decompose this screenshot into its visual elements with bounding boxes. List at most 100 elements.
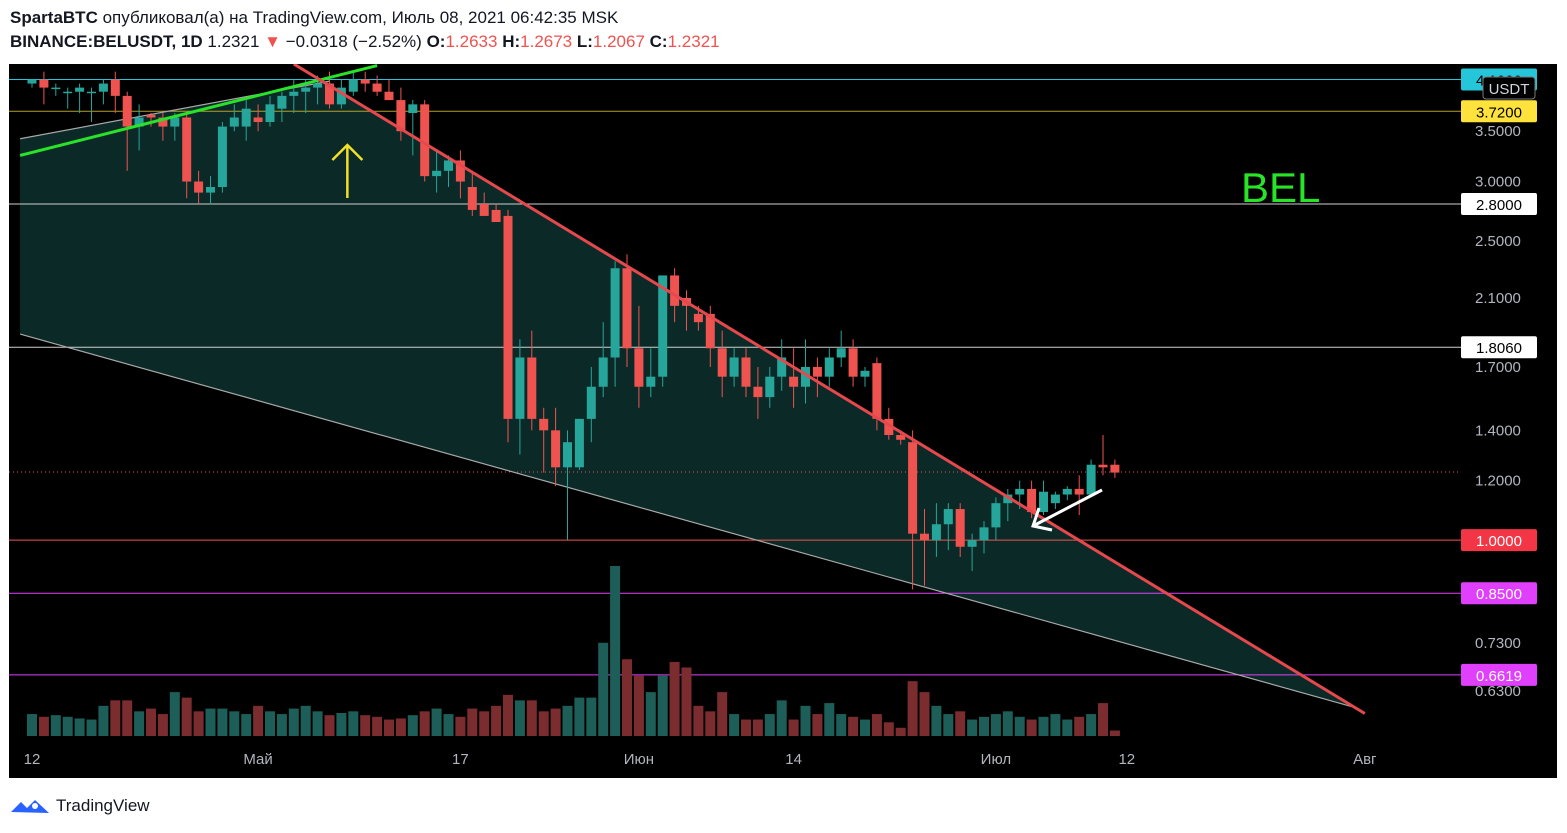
- candle-down[interactable]: [467, 187, 477, 210]
- candle-up[interactable]: [1015, 488, 1025, 495]
- candle-up[interactable]: [206, 187, 215, 193]
- candle-down[interactable]: [1027, 488, 1037, 513]
- resistance-trendline[interactable]: [293, 64, 1366, 715]
- candle-up[interactable]: [87, 91, 96, 94]
- channel-lower-line[interactable]: [19, 333, 1354, 708]
- candle-up[interactable]: [313, 83, 323, 88]
- candle-down[interactable]: [146, 114, 156, 118]
- candle-up[interactable]: [1003, 494, 1013, 504]
- candle-down[interactable]: [670, 275, 680, 306]
- candle-down[interactable]: [122, 95, 132, 127]
- candle-up[interactable]: [586, 386, 596, 419]
- candle-up[interactable]: [241, 108, 251, 127]
- candle-down[interactable]: [384, 91, 394, 101]
- candle-up[interactable]: [598, 357, 608, 387]
- brand-name[interactable]: TradingView: [56, 796, 150, 815]
- candle-down[interactable]: [872, 363, 882, 419]
- chart-area[interactable]: BEL 3.5000 3.0000 2.5000 2.1000 1.7000 1.4000 1…: [9, 64, 1557, 778]
- level-badge[interactable]: [1461, 529, 1537, 552]
- candle-up[interactable]: [51, 87, 61, 90]
- candle-down[interactable]: [753, 386, 763, 398]
- candle-down[interactable]: [158, 117, 168, 127]
- candle-up[interactable]: [134, 117, 144, 127]
- candle-up[interactable]: [301, 87, 311, 92]
- candle-up[interactable]: [289, 91, 299, 96]
- candle-down[interactable]: [527, 357, 537, 419]
- candle-down[interactable]: [920, 533, 929, 541]
- candle-up[interactable]: [777, 357, 787, 377]
- candle-down[interactable]: [705, 313, 715, 349]
- candle-up[interactable]: [408, 104, 418, 114]
- tradingview-logo-icon[interactable]: [10, 796, 50, 816]
- candle-up[interactable]: [348, 79, 358, 92]
- candle-up[interactable]: [1050, 494, 1060, 504]
- candle-down[interactable]: [253, 117, 263, 123]
- candle-up[interactable]: [444, 160, 453, 171]
- candle-down[interactable]: [539, 418, 549, 431]
- candle-up[interactable]: [27, 79, 37, 84]
- candle-up[interactable]: [563, 442, 572, 468]
- candle-up[interactable]: [515, 357, 525, 419]
- candle-up[interactable]: [63, 91, 73, 94]
- candle-up[interactable]: [991, 503, 1001, 528]
- candle-down[interactable]: [491, 209, 501, 223]
- candle-down[interactable]: [325, 83, 334, 105]
- candle-up[interactable]: [170, 117, 180, 127]
- candle-down[interactable]: [479, 204, 489, 216]
- candle-up[interactable]: [801, 366, 810, 387]
- candle-down[interactable]: [1074, 488, 1084, 495]
- candle-down[interactable]: [634, 348, 644, 387]
- candle-down[interactable]: [908, 442, 918, 534]
- candle-down[interactable]: [420, 104, 430, 177]
- candle-up[interactable]: [610, 268, 620, 358]
- candle-down[interactable]: [884, 418, 894, 436]
- candle-up[interactable]: [646, 376, 656, 387]
- candle-up[interactable]: [98, 83, 108, 92]
- candle-up[interactable]: [860, 370, 870, 377]
- candle-down[interactable]: [194, 181, 204, 193]
- candle-down[interactable]: [693, 313, 703, 323]
- candle-down[interactable]: [39, 79, 49, 88]
- candle-up[interactable]: [943, 509, 953, 525]
- annotation-label-bel[interactable]: BEL: [1241, 164, 1320, 211]
- level-badge[interactable]: [1461, 100, 1537, 123]
- candle-down[interactable]: [789, 376, 799, 387]
- candle-down[interactable]: [455, 160, 465, 182]
- candle-down[interactable]: [1098, 464, 1108, 468]
- candle-down[interactable]: [848, 348, 858, 377]
- candle-up[interactable]: [765, 376, 775, 398]
- candle-up[interactable]: [1086, 464, 1096, 495]
- candle-down[interactable]: [551, 430, 561, 468]
- currency-badge[interactable]: [1482, 76, 1536, 100]
- candle-up[interactable]: [1039, 491, 1048, 513]
- candle-down[interactable]: [503, 215, 513, 419]
- candle-down[interactable]: [622, 268, 632, 349]
- green-trendline[interactable]: [19, 64, 378, 157]
- candle-up[interactable]: [75, 87, 85, 92]
- candle-up[interactable]: [217, 126, 227, 188]
- level-badge[interactable]: [1461, 663, 1537, 686]
- candle-down[interactable]: [396, 100, 406, 132]
- candle-up[interactable]: [979, 527, 989, 541]
- candle-up[interactable]: [265, 104, 275, 123]
- candle-down[interactable]: [1110, 464, 1120, 473]
- candle-up[interactable]: [931, 524, 941, 541]
- candle-up[interactable]: [967, 540, 977, 547]
- candle-down[interactable]: [896, 435, 906, 440]
- candle-down[interactable]: [110, 79, 120, 96]
- candle-down[interactable]: [360, 79, 370, 84]
- candle-down[interactable]: [717, 348, 727, 377]
- candle-up[interactable]: [729, 357, 739, 377]
- level-badge[interactable]: [1461, 336, 1537, 359]
- candle-up[interactable]: [658, 275, 668, 377]
- candle-up[interactable]: [824, 357, 834, 377]
- candle-down[interactable]: [372, 83, 382, 92]
- candle-up[interactable]: [336, 87, 346, 105]
- candle-up[interactable]: [277, 95, 287, 109]
- candle-up[interactable]: [432, 170, 442, 177]
- level-badge[interactable]: [1461, 582, 1537, 605]
- candle-down[interactable]: [182, 117, 192, 182]
- candle-down[interactable]: [741, 357, 751, 387]
- level-badge[interactable]: [1461, 193, 1537, 216]
- price-chart[interactable]: BEL 3.5000 3.0000 2.5000 2.1000 1.7000 1.4000 1…: [9, 64, 1557, 778]
